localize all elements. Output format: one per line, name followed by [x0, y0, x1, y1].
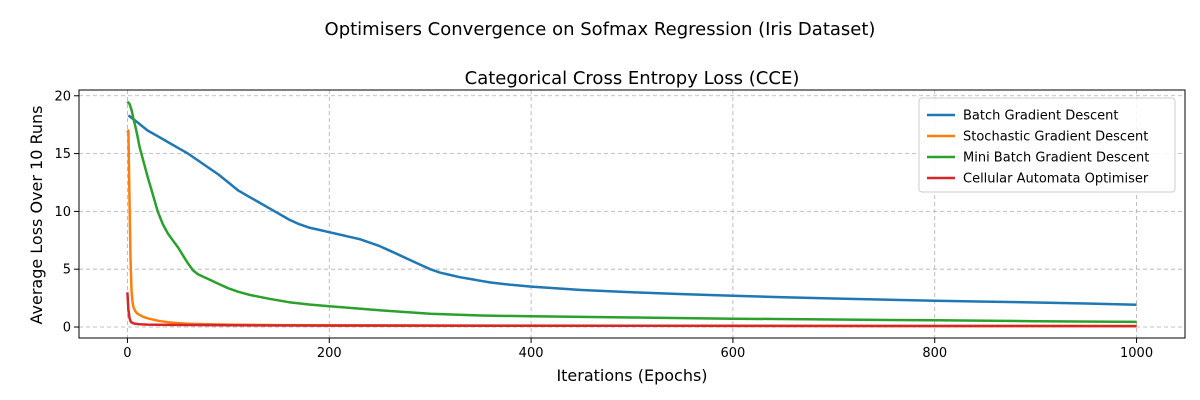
series-group: [126, 100, 1137, 328]
y-axis-label: Average Loss Over 10 Runs: [27, 106, 46, 325]
x-tick-label: 1000: [1120, 346, 1153, 361]
y-tick-label: 0: [63, 321, 71, 336]
x-tick-label: 0: [123, 346, 131, 361]
plot-frame: [78, 89, 1186, 339]
chart-title: Categorical Cross Entropy Loss (CCE): [465, 68, 800, 89]
legend-label: Cellular Automata Optimiser: [963, 172, 1149, 187]
legend-label: Mini Batch Gradient Descent: [963, 151, 1149, 166]
y-tick-label: 15: [54, 147, 71, 162]
legend-label: Stochastic Gradient Descent: [963, 130, 1148, 145]
series-line-3: [126, 100, 1137, 324]
x-axis-label: Iterations (Epochs): [556, 366, 707, 385]
series-line-1: [127, 114, 1137, 306]
legend-box: [918, 97, 1176, 193]
x-axis-ticks: 0 200 400 600 800 1000: [123, 338, 1153, 361]
series-line-4: [126, 292, 1137, 328]
legend-label: Batch Gradient Descent: [963, 109, 1118, 124]
y-tick-label: 10: [54, 205, 71, 220]
figure-suptitle: Optimisers Convergence on Sofmax Regress…: [325, 19, 876, 40]
legend: Batch Gradient Descent Stochastic Gradien…: [918, 97, 1176, 193]
y-axis-ticks: 0 5 10 15 20: [54, 89, 79, 336]
y-tick-label: 20: [54, 89, 71, 104]
y-tick-label: 5: [63, 263, 71, 278]
x-tick-label: 400: [519, 346, 544, 361]
x-tick-label: 600: [720, 346, 745, 361]
x-tick-label: 800: [922, 346, 947, 361]
x-tick-label: 200: [317, 346, 342, 361]
